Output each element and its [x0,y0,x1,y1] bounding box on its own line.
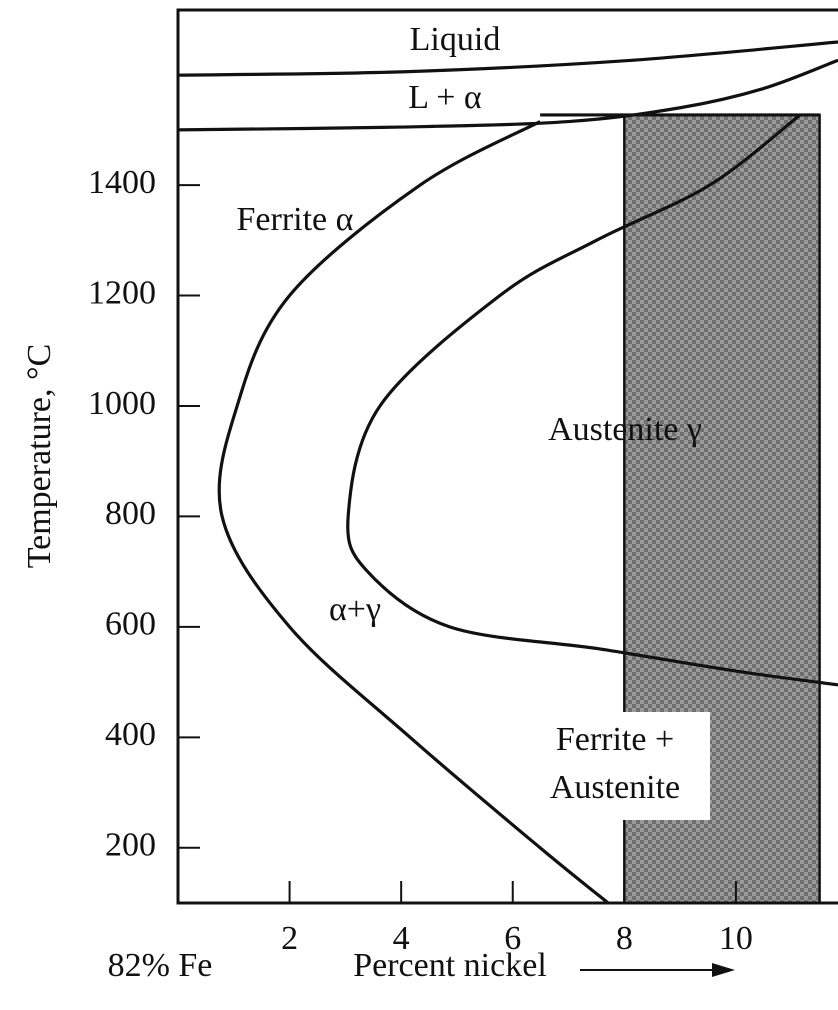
x-tick-label: 6 [504,920,521,957]
region-label: Austenite [550,769,680,806]
x-tick-label: 10 [719,920,753,957]
y-tick-label: 1400 [88,164,156,201]
frame [176,8,838,905]
y-tick-label: 400 [105,716,156,753]
y-axis-label: Temperature, °C [21,344,58,569]
x-tick-label: 8 [616,920,633,957]
plot-area [178,40,838,903]
y-tick-label: 600 [105,606,156,643]
region-label: α+γ [329,591,381,628]
x-tick-label: 2 [281,920,298,957]
phase-boundary [178,58,838,132]
region-label: L + α [408,79,482,116]
region-label: Ferrite α [237,201,354,238]
arrow-head [712,963,735,977]
x-axis-label: Percent nickel [353,947,547,984]
region-label: Ferrite + [556,721,674,758]
label-box [525,712,710,820]
y-tick-label: 800 [105,495,156,532]
y-tick-label: 1200 [88,274,156,311]
phase-boundary [217,120,610,903]
x-axis-left-label: 82% Fe [108,947,213,984]
region-label: Austenite γ [548,411,702,448]
region-label: Liquid [410,21,501,58]
y-tick-label: 1000 [88,385,156,422]
phase-boundary [178,40,838,77]
x-tick-label: 4 [393,920,410,957]
phase-boundary [346,113,838,687]
y-tick-label: 200 [105,827,156,864]
